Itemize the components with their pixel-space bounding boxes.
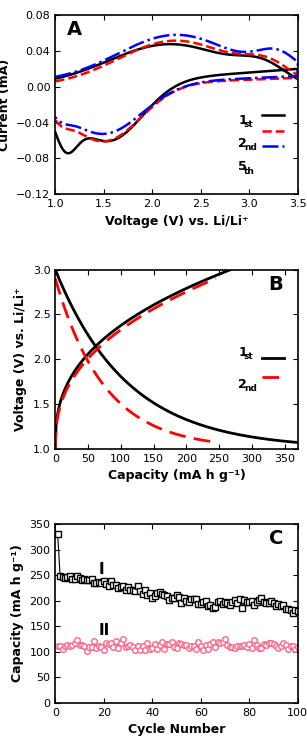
Text: B: B bbox=[269, 275, 283, 294]
Text: th: th bbox=[244, 166, 255, 175]
Y-axis label: Capacity (mA h g⁻¹): Capacity (mA h g⁻¹) bbox=[11, 544, 24, 683]
X-axis label: Voltage (V) vs. Li/Li⁺: Voltage (V) vs. Li/Li⁺ bbox=[105, 215, 248, 228]
Text: nd: nd bbox=[244, 384, 257, 393]
Text: st: st bbox=[244, 352, 254, 361]
Text: nd: nd bbox=[244, 143, 257, 152]
Text: II: II bbox=[99, 623, 110, 638]
Text: C: C bbox=[269, 529, 283, 548]
Legend: , : , bbox=[258, 349, 292, 387]
Text: A: A bbox=[68, 20, 83, 39]
Text: 1: 1 bbox=[238, 345, 247, 358]
X-axis label: Cycle Number: Cycle Number bbox=[128, 723, 225, 736]
Text: 2: 2 bbox=[238, 378, 247, 391]
Text: 5: 5 bbox=[238, 160, 247, 173]
Text: 1: 1 bbox=[238, 113, 247, 126]
Text: 2: 2 bbox=[238, 137, 247, 150]
Y-axis label: Current (mA): Current (mA) bbox=[0, 58, 11, 151]
Legend: , , : , , bbox=[258, 107, 292, 156]
Text: st: st bbox=[244, 120, 254, 129]
X-axis label: Capacity (mA h g⁻¹): Capacity (mA h g⁻¹) bbox=[107, 469, 246, 482]
Y-axis label: Voltage (V) vs. Li/Li⁺: Voltage (V) vs. Li/Li⁺ bbox=[14, 287, 27, 431]
Text: I: I bbox=[99, 562, 105, 577]
